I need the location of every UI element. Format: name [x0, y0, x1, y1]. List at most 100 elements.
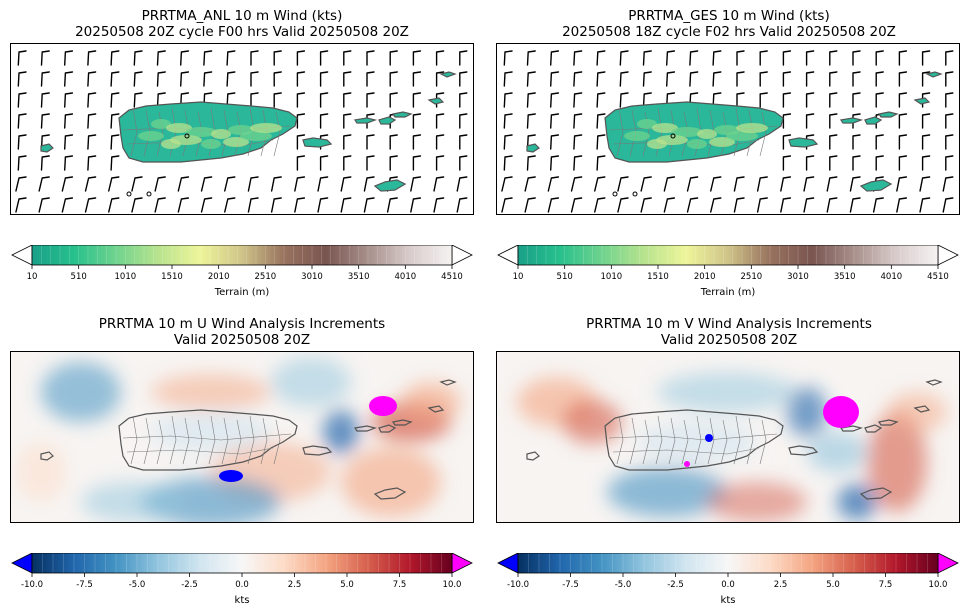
municipality-boundary: [122, 433, 292, 441]
wind-barb: [921, 155, 931, 171]
wind-barb: [550, 113, 560, 129]
wind-barb: [826, 197, 838, 213]
wind-barb: [596, 155, 606, 171]
municipality-boundary: [720, 419, 728, 465]
calm-wind-marker: [670, 133, 676, 139]
colorbar-tick-label: 2510: [255, 272, 277, 282]
calm-wind-marker: [184, 133, 190, 139]
wind-barb: [17, 92, 27, 108]
wind-barb: [921, 134, 931, 150]
wind-barb: [343, 134, 352, 150]
wind-barb: [805, 71, 815, 87]
wind-barb: [319, 155, 329, 171]
terrain-high-area: [223, 137, 249, 147]
colorbar-tick-label: 510: [71, 272, 87, 282]
colorbar-tick-label: 7.5: [393, 580, 407, 590]
panel-title-ges: PRRTMA_GES 10 m Wind (kts) 20250508 18Z …: [494, 8, 964, 40]
colorbar-tick-label: 2.5: [774, 580, 788, 590]
colorbar-tick-label: 2.5: [288, 580, 302, 590]
title-line2: 20250508 20Z cycle F00 hrs Valid 2025050…: [75, 24, 409, 40]
wind-barb: [852, 71, 861, 87]
wind-barb: [619, 71, 629, 87]
island-terrain: [374, 179, 407, 192]
wind-barb: [294, 176, 306, 192]
title-line1: PRRTMA_ANL 10 m Wind (kts): [141, 8, 343, 24]
wind-barb: [875, 134, 884, 150]
wind-barb: [177, 197, 190, 213]
wind-barb: [273, 71, 282, 87]
wind-barb: [87, 50, 97, 66]
municipality-boundary: [733, 415, 741, 465]
wind-barb: [921, 71, 931, 87]
municipality-boundary: [273, 419, 281, 465]
island-mona: [526, 451, 540, 461]
wind-barb: [412, 92, 422, 108]
colorbar-ramp: [518, 553, 938, 573]
island-sombrero: [439, 379, 457, 386]
wind-barb: [712, 71, 722, 87]
island-mona: [40, 451, 54, 461]
terrain-high-area: [709, 137, 735, 147]
wind-barb: [526, 50, 536, 66]
wind-barbs: [15, 50, 468, 213]
wind-barb: [412, 50, 422, 66]
wind-barb: [270, 197, 282, 213]
wind-barb: [435, 134, 445, 150]
wind-barb: [363, 176, 375, 192]
municipality-boundary: [629, 417, 637, 465]
wind-barb: [410, 176, 422, 192]
wind-barb: [38, 176, 50, 192]
island-terrain: [788, 137, 818, 148]
wind-barb: [319, 92, 329, 108]
wind-barb: [919, 197, 931, 213]
wind-barb: [200, 176, 213, 192]
wind-barb: [459, 71, 468, 87]
wind-barb: [945, 155, 954, 171]
municipality-boundary: [612, 447, 760, 455]
wind-barb: [459, 50, 468, 66]
wind-barb: [736, 50, 745, 66]
wind-barb: [250, 50, 259, 66]
wind-barb: [573, 50, 583, 66]
wind-barb: [805, 113, 815, 129]
terrain-colorbar-label: Terrain (m): [700, 287, 756, 298]
colorbar-tick-label: 10.0: [929, 580, 948, 590]
wind-barb: [133, 92, 143, 108]
wind-barb: [898, 71, 908, 87]
wind-barb: [526, 113, 536, 129]
island-tortola: [392, 419, 413, 426]
wind-barb: [40, 92, 50, 108]
colorbar-tick-label: 4010: [881, 272, 903, 282]
map-u-inc: [11, 352, 473, 522]
map-v-inc: [497, 352, 959, 522]
colorbar-tick-label: 7.5: [879, 580, 893, 590]
wind-barb: [503, 92, 513, 108]
wind-barb: [64, 50, 74, 66]
wind-barb: [459, 92, 468, 108]
wind-barb: [689, 50, 699, 66]
wind-barb: [459, 155, 468, 171]
wind-barb: [317, 176, 329, 192]
wind-barb: [366, 50, 375, 66]
island-terrain: [302, 137, 332, 148]
colorbar-tick-label: 510: [557, 272, 573, 282]
increment-area: [887, 392, 947, 432]
wind-barb: [64, 71, 74, 87]
municipality-boundary: [247, 415, 255, 465]
wind-barb: [226, 50, 236, 66]
increment-area: [41, 362, 121, 422]
wind-barb: [803, 176, 815, 192]
wind-barb: [226, 71, 236, 87]
title-line1: PRRTMA 10 m U Wind Analysis Increments: [98, 316, 386, 332]
municipality-boundary: [655, 415, 663, 465]
island-mona: [40, 143, 54, 153]
wind-barb: [433, 176, 445, 192]
wind-barb: [15, 197, 27, 213]
wind-barb: [317, 197, 329, 213]
wind-barb: [712, 50, 722, 66]
panel-title-v-inc: PRRTMA 10 m V Wind Analysis Increments V…: [494, 316, 964, 348]
municipality-boundary: [195, 419, 203, 465]
calm-wind-marker: [146, 191, 152, 197]
wind-barb: [524, 197, 536, 213]
increment-area: [787, 387, 827, 437]
